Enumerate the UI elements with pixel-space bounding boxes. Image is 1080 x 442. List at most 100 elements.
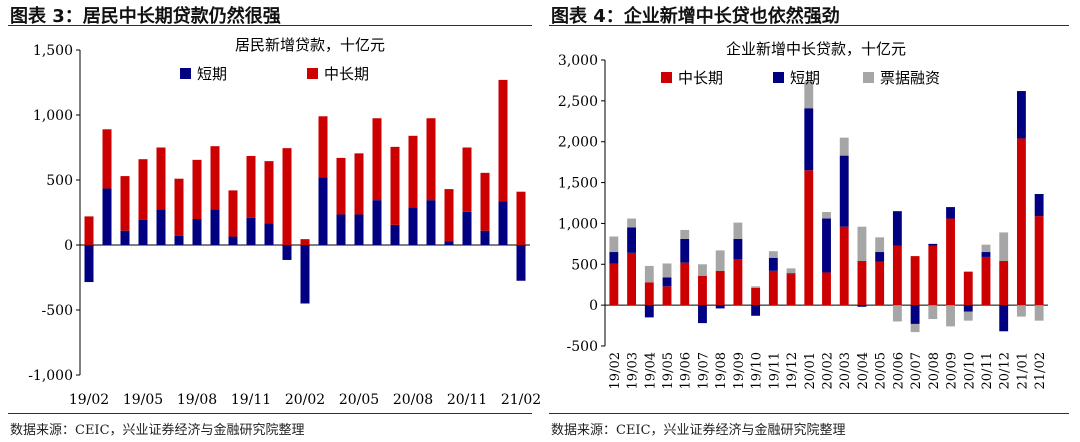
corporate-bar-s1	[928, 243, 938, 246]
corporate-x-tick-label: 19/02	[608, 352, 623, 389]
household-x-tick-label: 20/02	[285, 392, 325, 408]
household-y-tick-label: 1,000	[33, 108, 73, 124]
household-bar-s1	[480, 172, 490, 231]
household-bar-s0	[102, 188, 112, 245]
corporate-bar-s0	[680, 262, 690, 306]
household-loans-chart: -1,000 -500 0 500 1,000 1,500 19/02 19/05 19/08 1…	[28, 36, 540, 408]
corporate-x-tick-label: 20/06	[891, 352, 906, 389]
household-bar-s1	[138, 159, 148, 220]
household-y-tick-label: 500	[46, 173, 73, 189]
corporate-y-tick-label: 1,000	[558, 216, 598, 232]
household-x-tick-label: 19/11	[231, 392, 271, 408]
corporate-legend-label: 票据融资	[880, 69, 940, 87]
household-bar-s1	[174, 178, 184, 236]
corporate-bar-s2	[822, 211, 831, 219]
household-x-tick-label: 20/05	[339, 392, 379, 408]
corporate-bar-s1	[627, 227, 637, 253]
corporate-bar-s0	[1034, 216, 1044, 306]
corporate-x-tick-label: 19/12	[785, 352, 800, 389]
household-bar-s0	[480, 230, 490, 245]
household-bar-s0	[264, 223, 274, 245]
corporate-x-tick-label: 19/09	[732, 352, 747, 389]
corporate-bar-s1	[804, 108, 814, 171]
corporate-legend-swatch	[661, 72, 672, 83]
corporate-x-tick-label: 19/06	[679, 352, 694, 389]
household-x-tick-label: 19/02	[69, 392, 109, 408]
corporate-bar-s2	[928, 305, 938, 320]
household-bar-s1	[318, 116, 328, 178]
corporate-bar-s0	[857, 261, 867, 306]
household-bar-s1	[462, 147, 472, 212]
corporate-bar-s2	[698, 264, 707, 276]
corporate-x-tick-label: 19/08	[714, 352, 729, 389]
corporate-bar-s1	[662, 277, 672, 287]
corporate-bar-s1	[999, 305, 1009, 332]
left-title-rule	[8, 25, 532, 26]
corporate-bar-s0	[981, 256, 991, 306]
corporate-x-tick-label: 21/01	[1015, 352, 1030, 389]
household-bar-s0	[462, 211, 472, 245]
household-bar-s0	[390, 224, 400, 245]
household-bar-s0	[444, 241, 454, 245]
corporate-bar-s1	[1034, 194, 1044, 217]
corporate-chart-title: 企业新增中长贷款，十亿元	[726, 40, 906, 58]
corporate-bar-s2	[786, 268, 796, 274]
corporate-y-tick-label: 0	[589, 298, 598, 314]
corporate-y-tick-label: 2,500	[558, 94, 598, 110]
corporate-bar-s1	[644, 305, 654, 318]
household-x-tick-label: 19/08	[177, 392, 217, 408]
household-bar-s0	[84, 245, 94, 283]
corporate-bar-s1	[715, 305, 725, 309]
corporate-bar-s1	[963, 305, 973, 312]
household-bar-s1	[228, 190, 238, 237]
household-x-tick-label: 19/05	[123, 392, 163, 408]
corporate-legend-label: 短期	[790, 69, 820, 87]
household-y-tick-label: -500	[42, 303, 73, 319]
corporate-bar-s2	[733, 222, 743, 239]
corporate-bar-s0	[946, 218, 955, 306]
corporate-bar-s0	[698, 275, 707, 306]
corporate-bar-s2	[680, 229, 690, 239]
corporate-bar-s2	[910, 323, 920, 333]
corporate-bar-s1	[1016, 91, 1026, 139]
corporate-bar-s0	[768, 270, 778, 306]
household-bar-s1	[102, 129, 112, 189]
household-x-tick-label: 21/02	[501, 392, 540, 408]
corporate-legend-swatch	[773, 72, 784, 83]
corporate-bar-s2	[999, 232, 1009, 262]
household-bar-s1	[444, 189, 454, 242]
right-title-rule	[549, 25, 1069, 26]
corporate-bar-s1	[822, 218, 831, 273]
household-bar-s0	[228, 236, 238, 245]
household-bar-s1	[516, 191, 526, 245]
corporate-bar-s2	[892, 305, 902, 322]
corporate-bar-s2	[644, 265, 654, 283]
household-bar-s1	[408, 135, 418, 208]
corporate-bar-s1	[698, 305, 707, 324]
corporate-bar-s1	[786, 273, 796, 275]
household-bar-s0	[498, 201, 508, 245]
household-bar-s1	[426, 118, 436, 201]
household-y-tick-label: 1,500	[33, 43, 73, 59]
household-bar-s1	[156, 147, 166, 210]
household-bar-s0	[174, 235, 184, 245]
corporate-x-tick-label: 20/09	[945, 352, 960, 389]
household-bar-s1	[246, 155, 256, 218]
household-bar-s0	[516, 245, 526, 281]
corporate-bar-s0	[963, 271, 973, 306]
corporate-bar-s2	[751, 286, 761, 288]
corporate-bar-s2	[1016, 305, 1026, 317]
corporate-bar-s0	[751, 287, 761, 306]
corporate-bar-s0	[627, 252, 637, 306]
household-bar-s1	[264, 161, 274, 224]
corporate-x-tick-label: 20/04	[856, 352, 871, 389]
corporate-bar-s1	[733, 238, 743, 260]
corporate-bar-s0	[822, 272, 831, 306]
household-bar-s1	[282, 148, 292, 245]
household-bar-s0	[120, 230, 130, 245]
corporate-bar-s2	[627, 218, 637, 228]
corporate-bar-s1	[892, 211, 902, 246]
corporate-bar-s1	[680, 238, 690, 263]
corporate-bar-s0	[715, 270, 725, 306]
